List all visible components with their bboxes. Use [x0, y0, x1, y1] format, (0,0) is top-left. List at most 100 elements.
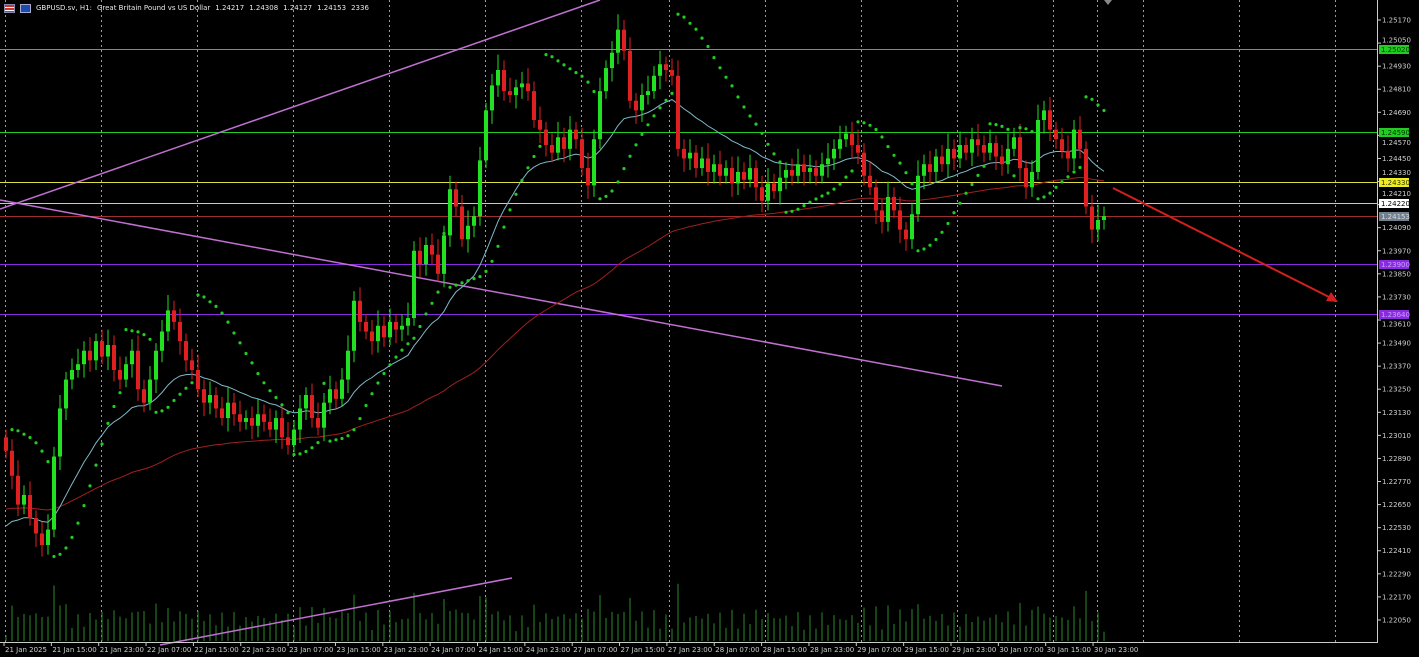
price-tick-label: 1.23610: [1382, 320, 1411, 328]
trendline-upper[interactable]: [0, 0, 601, 210]
candle-body: [124, 364, 128, 380]
candle: [196, 354, 200, 397]
sar-dot: [142, 333, 146, 337]
sar-dot: [700, 36, 704, 40]
time-tick-label: 27 Jan 07:00: [573, 646, 617, 654]
candle: [478, 146, 482, 226]
sar-dot: [802, 204, 806, 208]
trendlines[interactable]: [0, 0, 1003, 646]
candle: [694, 144, 698, 178]
candle: [22, 485, 26, 515]
sar-dot: [706, 44, 710, 49]
trendline-lower[interactable]: [159, 577, 513, 646]
sar-dot: [832, 187, 836, 191]
candle-body: [1012, 137, 1016, 149]
candle: [172, 300, 176, 330]
candle: [82, 341, 86, 378]
sar-dot: [1018, 126, 1022, 130]
sar-dot: [610, 189, 614, 193]
sar-dot: [652, 114, 656, 118]
candle: [634, 93, 638, 124]
candle: [460, 194, 464, 247]
sar-dot: [640, 132, 644, 136]
sar-dot: [190, 381, 194, 385]
candle: [772, 173, 776, 199]
candle-body: [418, 250, 422, 265]
sar-dot: [922, 247, 926, 251]
time-tick-label: 28 Jan 07:00: [715, 646, 759, 654]
sar-dot: [310, 446, 314, 450]
candle: [418, 237, 422, 278]
candle: [484, 102, 488, 169]
candle: [388, 308, 392, 345]
candle: [862, 143, 866, 186]
candle-body: [1102, 216, 1106, 220]
sar-dot: [748, 114, 752, 118]
arrow-head-icon: [1326, 292, 1338, 302]
candle: [742, 162, 746, 190]
candle-body: [4, 437, 8, 451]
sar-dot: [544, 53, 548, 57]
candle-body: [184, 341, 188, 361]
candle-body: [256, 414, 260, 426]
candle: [514, 79, 518, 109]
candle: [952, 139, 956, 170]
candle: [814, 160, 818, 186]
sar-dot: [622, 167, 626, 171]
candle: [988, 129, 992, 161]
candle: [286, 421, 290, 455]
sar-dot: [556, 59, 560, 63]
price-axis[interactable]: 1.25170 1.25050 1.24930 1.24810 1.24690 1.245…: [1377, 17, 1411, 625]
time-axis[interactable]: 21 Jan 2025 21 Jan 15:00 21 Jan 23:00 22 Ja…: [3, 642, 1138, 654]
candle: [178, 308, 182, 355]
sar-dot: [646, 123, 650, 127]
sar-dot: [712, 56, 716, 60]
candle-body: [406, 318, 410, 326]
candle: [970, 127, 974, 167]
candle-body: [1030, 171, 1034, 188]
price-tick-label: 1.22290: [1382, 570, 1411, 578]
candle-body: [796, 164, 800, 176]
time-tick-label: 23 Jan 15:00: [336, 646, 380, 654]
candle: [1054, 121, 1058, 149]
volume-bars: [5, 583, 1105, 641]
candle: [898, 196, 902, 244]
candle-body: [832, 148, 836, 159]
sar-dot: [868, 123, 872, 127]
horizontal-levels[interactable]: [0, 49, 1378, 315]
candle-body: [250, 418, 254, 426]
price-tick-label: 1.24570: [1382, 139, 1411, 147]
candle: [400, 314, 404, 342]
candle-body: [370, 331, 374, 342]
candle: [166, 294, 170, 342]
sar-dot: [688, 21, 692, 25]
candle-body: [394, 321, 398, 330]
candle: [928, 150, 932, 184]
sar-dot: [1000, 124, 1004, 128]
candle-body: [352, 300, 356, 351]
sar-dot: [184, 386, 188, 390]
shift-marker-icon[interactable]: [1104, 0, 1112, 5]
candle-body: [976, 139, 980, 145]
candle: [508, 77, 512, 103]
candles: [4, 14, 1106, 557]
sar-dot: [742, 105, 746, 109]
candle: [538, 106, 542, 144]
candle: [232, 393, 236, 426]
candle-body: [40, 533, 44, 545]
candle: [886, 181, 890, 232]
candle: [820, 152, 824, 184]
candle: [1078, 116, 1082, 159]
sar-dot: [46, 460, 50, 464]
candle: [1042, 100, 1046, 134]
candle: [1018, 123, 1022, 182]
forecast-arrow[interactable]: [1112, 187, 1338, 302]
candle: [364, 314, 368, 340]
candle-body: [334, 389, 338, 399]
sar-dot: [568, 67, 572, 71]
trendline-descending[interactable]: [0, 199, 1003, 387]
price-tag-text: 1.24590: [1381, 129, 1410, 137]
candle-body: [424, 244, 428, 265]
sar-dot: [940, 230, 944, 234]
